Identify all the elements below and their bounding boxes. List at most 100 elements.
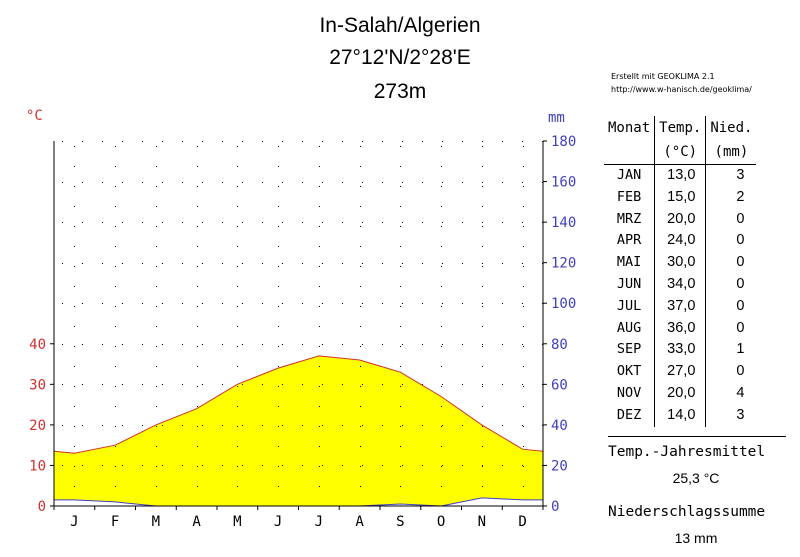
- arid-area: [54, 355, 543, 506]
- grid-dot: [360, 266, 361, 267]
- grid-dot: [278, 346, 279, 347]
- grid-dot: [74, 246, 75, 247]
- grid-dot: [62, 182, 63, 183]
- grid-dot: [74, 286, 75, 287]
- precip-cell: 0: [705, 295, 757, 318]
- grid-dot: [522, 263, 523, 264]
- grid-dot: [156, 166, 157, 167]
- grid-dot: [197, 166, 198, 167]
- grid-dot: [202, 303, 203, 304]
- grid-dot: [442, 384, 443, 385]
- grid-dot: [441, 306, 442, 307]
- grid-dot: [197, 446, 198, 447]
- grid-dot: [523, 486, 524, 487]
- grid-dot: [360, 426, 361, 427]
- month-cell: MRZ: [616, 210, 642, 227]
- grid-dot: [482, 306, 483, 307]
- grid-dot: [462, 263, 463, 264]
- grid-dot: [82, 465, 83, 466]
- grid-dot: [422, 303, 423, 304]
- grid-dot: [74, 226, 75, 227]
- grid-dot: [342, 465, 343, 466]
- grid-dot: [237, 166, 238, 167]
- grid-dot: [382, 141, 383, 142]
- month-cell: FEB: [616, 188, 642, 205]
- grid-dot: [122, 344, 123, 345]
- grid-dot: [422, 465, 423, 466]
- grid-dot: [222, 384, 223, 385]
- temp-axis-unit: °C: [26, 108, 43, 124]
- grid-dot: [237, 366, 238, 367]
- grid-dot: [115, 326, 116, 327]
- month-cell: NOV: [616, 384, 642, 401]
- grid-dot: [462, 465, 463, 466]
- grid-dot: [115, 446, 116, 447]
- grid-dot: [115, 306, 116, 307]
- grid-dot: [115, 346, 116, 347]
- grid-dot: [442, 425, 443, 426]
- grid-dot: [362, 303, 363, 304]
- precip-tick-label: 40: [551, 418, 568, 434]
- grid-dot: [242, 465, 243, 466]
- grid-dot: [262, 182, 263, 183]
- grid-dot: [523, 406, 524, 407]
- grid-dot: [202, 263, 203, 264]
- month-label: F: [111, 514, 119, 530]
- grid-dot: [400, 426, 401, 427]
- grid-dot: [360, 306, 361, 307]
- grid-dot: [182, 182, 183, 183]
- month-cell: SEP: [616, 341, 642, 358]
- month-cell: JAN: [616, 167, 642, 183]
- grid-dot: [319, 226, 320, 227]
- month-label: M: [233, 514, 241, 530]
- grid-dot: [82, 222, 83, 223]
- annual-precip-label: Niederschlagssumme: [608, 504, 766, 520]
- precip-cell: 4: [705, 382, 757, 405]
- table-row: OKT 27,0 0: [604, 361, 757, 383]
- grid-dot: [156, 186, 157, 187]
- temp-cell: 24,0: [654, 230, 706, 253]
- table-row: FEB 15,0 2: [604, 186, 757, 209]
- grid-dot: [441, 206, 442, 207]
- grid-dot: [197, 326, 198, 327]
- grid-dot: [319, 486, 320, 487]
- grid-dot: [278, 326, 279, 327]
- grid-dot: [242, 425, 243, 426]
- grid-dot: [156, 406, 157, 407]
- grid-dot: [74, 426, 75, 427]
- header-temp-unit: (°C): [663, 144, 698, 160]
- grid-dot: [74, 386, 75, 387]
- grid-dot: [482, 141, 483, 142]
- grid-dot: [382, 425, 383, 426]
- grid-dot: [242, 384, 243, 385]
- grid-dot: [462, 182, 463, 183]
- grid-dot: [400, 146, 401, 147]
- annual-precip-value: 13 mm: [674, 530, 718, 546]
- grid-dot: [222, 425, 223, 426]
- month-cell: AUG: [616, 319, 642, 336]
- grid-dot: [482, 426, 483, 427]
- grid-dot: [441, 366, 442, 367]
- grid-dot: [400, 486, 401, 487]
- grid-dot: [282, 222, 283, 223]
- grid-dot: [360, 246, 361, 247]
- table-row: MRZ 20,0 0: [604, 208, 757, 231]
- grid-dot: [122, 222, 123, 223]
- grid-dot: [242, 344, 243, 345]
- grid-dot: [237, 206, 238, 207]
- grid-dot: [362, 384, 363, 385]
- temp-cell: 27,0: [654, 361, 706, 383]
- grid-dot: [222, 141, 223, 142]
- grid-dot: [442, 182, 443, 183]
- grid-dot: [82, 425, 83, 426]
- temp-tick-label: 40: [29, 337, 46, 353]
- grid-dot: [319, 306, 320, 307]
- grid-dot: [382, 263, 383, 264]
- grid-dot: [182, 465, 183, 466]
- grid-dot: [74, 486, 75, 487]
- credit-url: http://www.w-hanisch.de/geoklima/: [611, 85, 752, 94]
- grid-dot: [523, 346, 524, 347]
- grid-dot: [462, 303, 463, 304]
- grid-dot: [402, 425, 403, 426]
- grid-dot: [242, 141, 243, 142]
